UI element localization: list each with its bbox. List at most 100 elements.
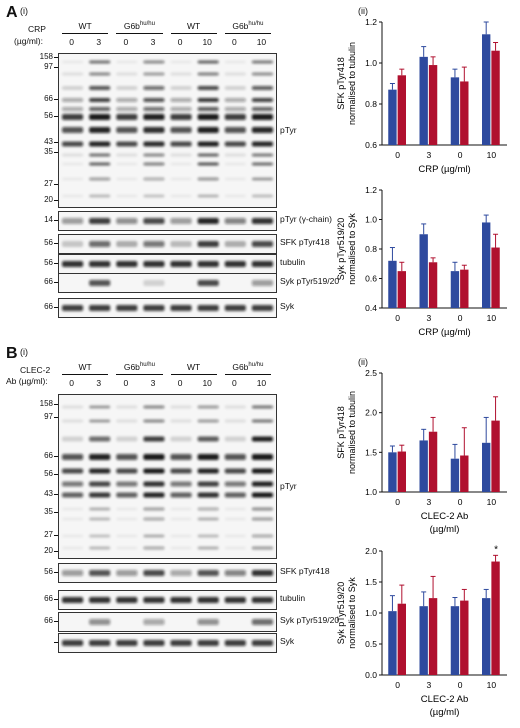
bar (397, 451, 406, 492)
blot-band (224, 261, 246, 267)
blot-band (143, 127, 165, 133)
group-underline (116, 33, 163, 34)
blot-band (197, 454, 219, 460)
bar (491, 561, 500, 675)
blot-band (197, 127, 219, 133)
bar (397, 603, 406, 675)
mw-tick (54, 621, 58, 622)
mw-marker: 27 (44, 530, 53, 539)
mw-tick (54, 184, 58, 185)
blot-band (224, 241, 246, 247)
blot-band (143, 114, 165, 120)
blot-band (143, 534, 165, 538)
bar (491, 420, 500, 492)
y-axis-label: normalised to Syk (347, 213, 357, 285)
y-tick-label: 1.2 (365, 185, 377, 195)
y-tick-label: 0.8 (365, 244, 377, 254)
blot-band (224, 98, 246, 102)
bar (419, 56, 428, 145)
blot-band (116, 468, 138, 474)
mw-marker: 56 (44, 258, 53, 267)
dose-label: 0 (69, 378, 74, 388)
dose-label: 0 (231, 37, 237, 47)
blot-band (62, 153, 84, 157)
blot-band (170, 141, 192, 147)
blot-band (251, 597, 273, 603)
blot-band (143, 153, 165, 157)
blot-band (251, 153, 273, 157)
mw-marker: 43 (44, 137, 53, 146)
mw-marker: 97 (44, 62, 53, 71)
blot-band (143, 419, 165, 423)
blot-band (197, 517, 219, 521)
panel-a-label-ptyr: pTyr (280, 125, 297, 135)
y-axis-label: Syk pTyr519/20 (336, 582, 346, 645)
blot-band (224, 405, 246, 409)
blot-band (170, 546, 192, 550)
blot-band (251, 507, 273, 511)
blot-band (197, 218, 219, 224)
blot-band (89, 72, 111, 76)
blot-band (89, 534, 111, 538)
blot-band (197, 72, 219, 76)
blot-label: pTyr (γ-chain) (280, 214, 332, 224)
blot-band (251, 640, 273, 646)
significance-mark: * (494, 544, 498, 555)
blot-band (143, 305, 165, 311)
x-tick-label: 0 (395, 150, 400, 160)
y-tick-label: 2.0 (365, 546, 377, 556)
blot-band (170, 162, 192, 166)
blot-strip (58, 612, 277, 632)
blot-band (251, 619, 273, 625)
bar (482, 598, 491, 675)
blot-band (62, 60, 84, 64)
blot-band (197, 419, 219, 423)
blot-band (170, 419, 192, 423)
bar (450, 271, 460, 308)
group-label: G6bhu/hu (123, 21, 155, 31)
blot-band (62, 405, 84, 409)
blot-band (89, 305, 111, 311)
group-underline (224, 33, 271, 34)
y-axis-label: Syk pTyr519/20 (336, 218, 346, 281)
blot-band (116, 481, 138, 487)
blot-band (224, 517, 246, 521)
x-tick-label: 3 (427, 313, 432, 323)
mw-marker: 27 (44, 179, 53, 188)
blot-band (116, 454, 138, 460)
blot-band (197, 194, 219, 198)
blot-band (116, 60, 138, 64)
blot-band (116, 153, 138, 157)
blot-band (197, 153, 219, 157)
bar (397, 75, 406, 145)
blot-band (197, 98, 219, 102)
blot-band (251, 468, 273, 474)
blot-label: SFK pTyr418 (280, 237, 330, 247)
blot-band (170, 153, 192, 157)
blot-band (62, 218, 84, 224)
blot-band (89, 153, 111, 157)
bar (419, 234, 428, 308)
blot-band (89, 517, 111, 521)
x-tick-label: 10 (487, 680, 497, 690)
blot-band (116, 597, 138, 603)
panel-b-sub-ii: (ii) (358, 357, 368, 367)
blot-band (197, 60, 219, 64)
mw-marker: 97 (44, 412, 53, 421)
blot-strip (58, 254, 277, 274)
dose-label: 10 (202, 378, 212, 388)
blot-band (224, 492, 246, 498)
blot-band (224, 507, 246, 511)
blot-band (251, 280, 273, 286)
blot-band (62, 507, 84, 511)
x-tick-label: 0 (395, 680, 400, 690)
blot-band (170, 177, 192, 181)
blot-band (116, 72, 138, 76)
blot-band (251, 98, 273, 102)
x-axis-label: CRP (µg/ml) (418, 327, 470, 338)
mw-marker: 56 (44, 238, 53, 247)
bar (428, 598, 438, 675)
blot-band (143, 546, 165, 550)
blot-band (143, 619, 165, 625)
blot-band (62, 107, 84, 111)
